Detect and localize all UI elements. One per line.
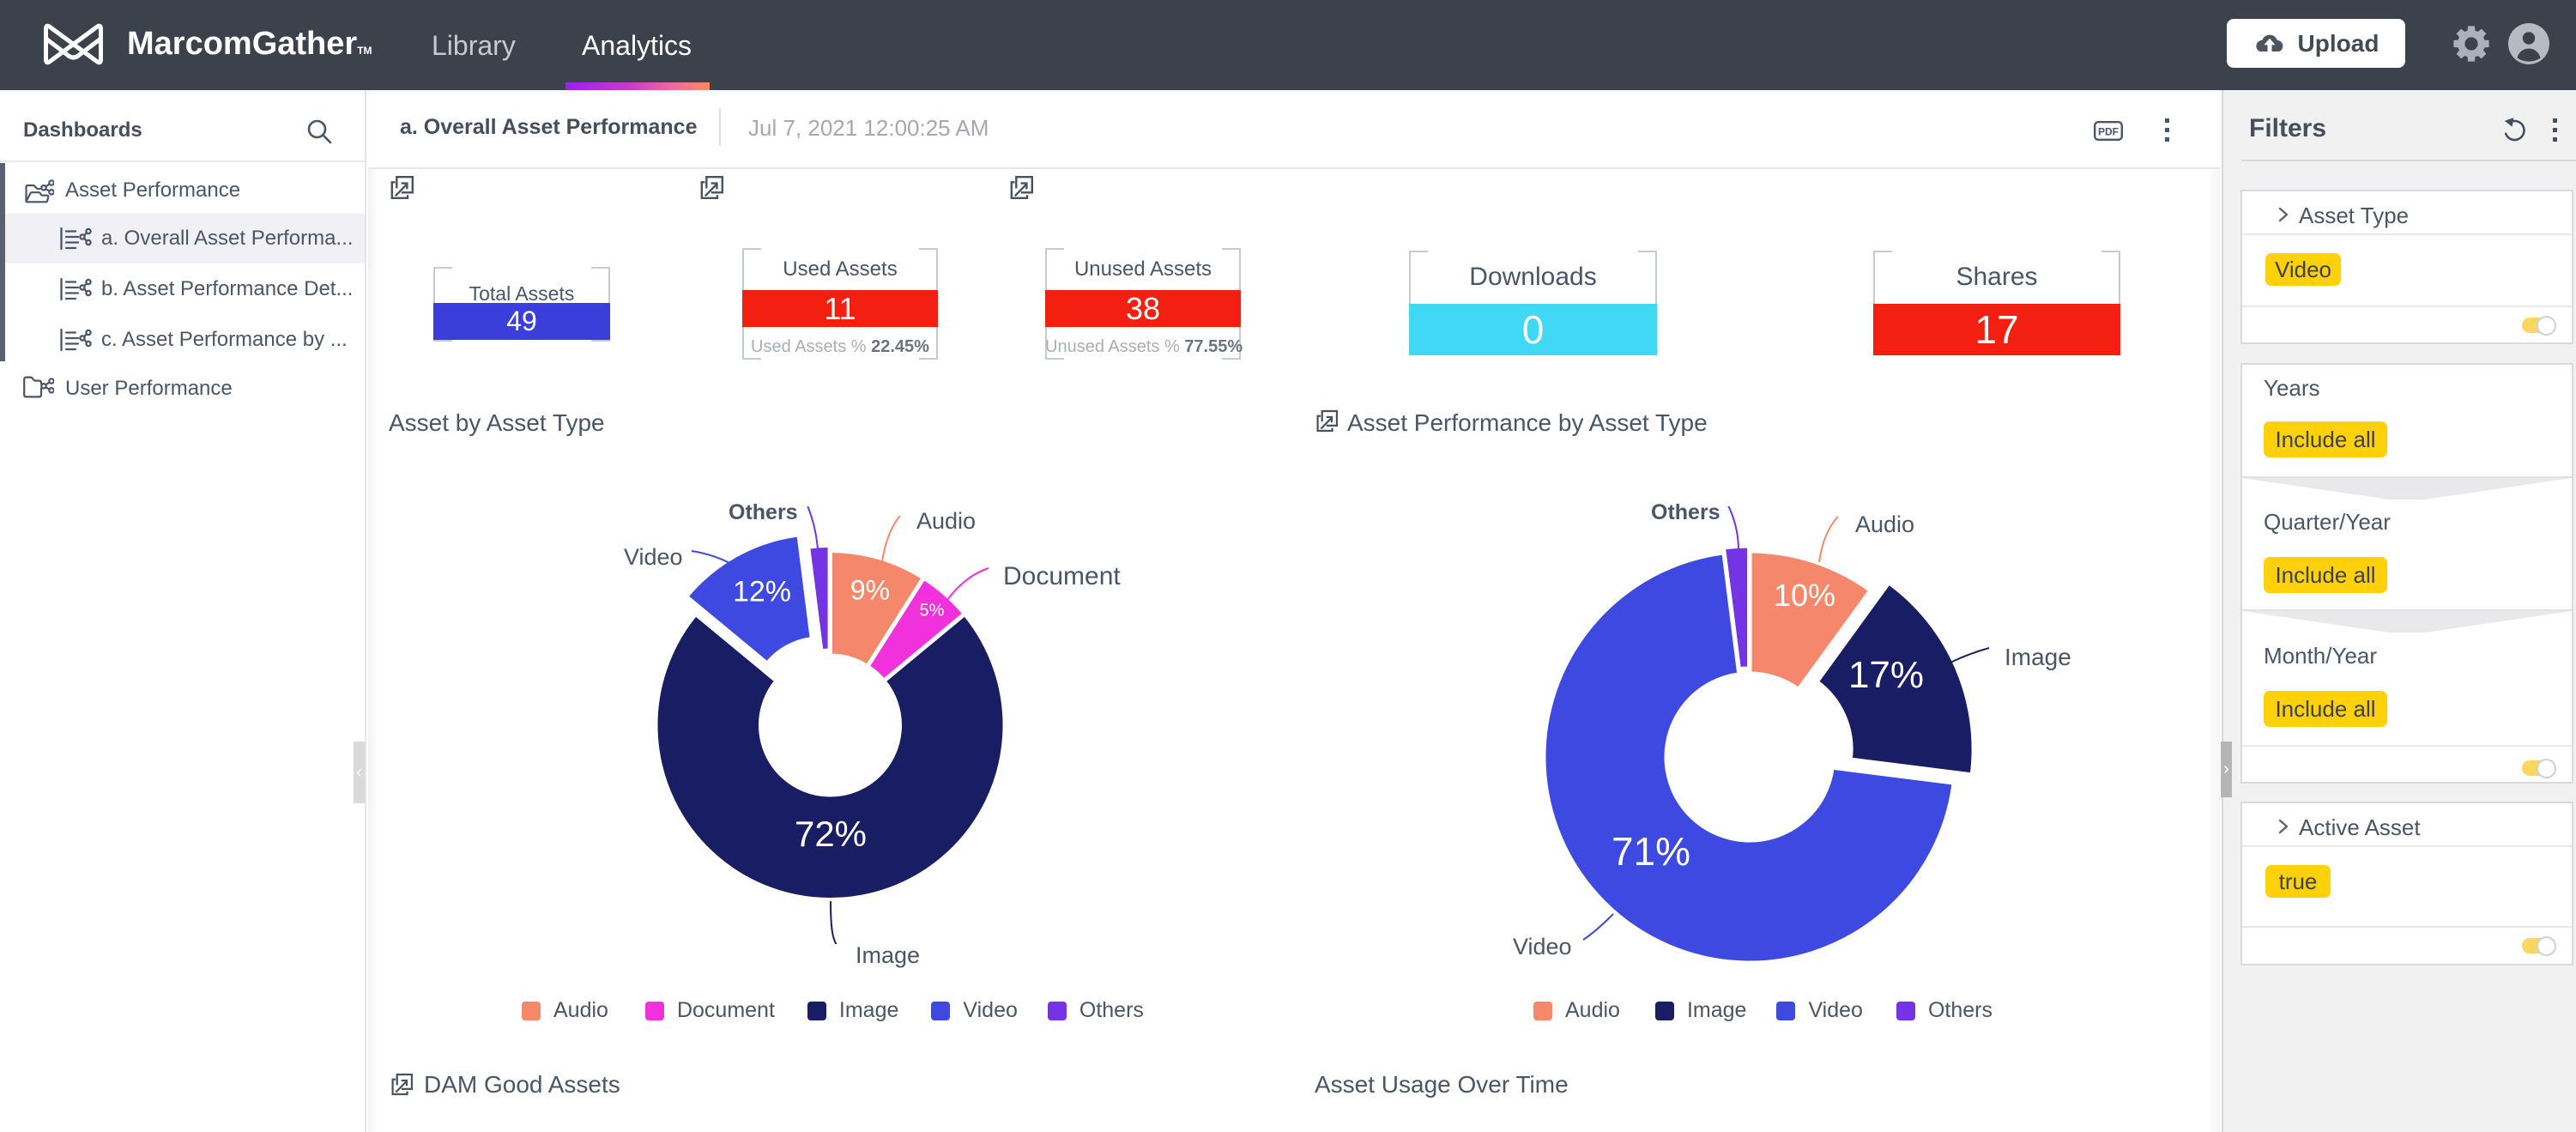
svg-text:PDF: PDF — [2098, 126, 2119, 138]
